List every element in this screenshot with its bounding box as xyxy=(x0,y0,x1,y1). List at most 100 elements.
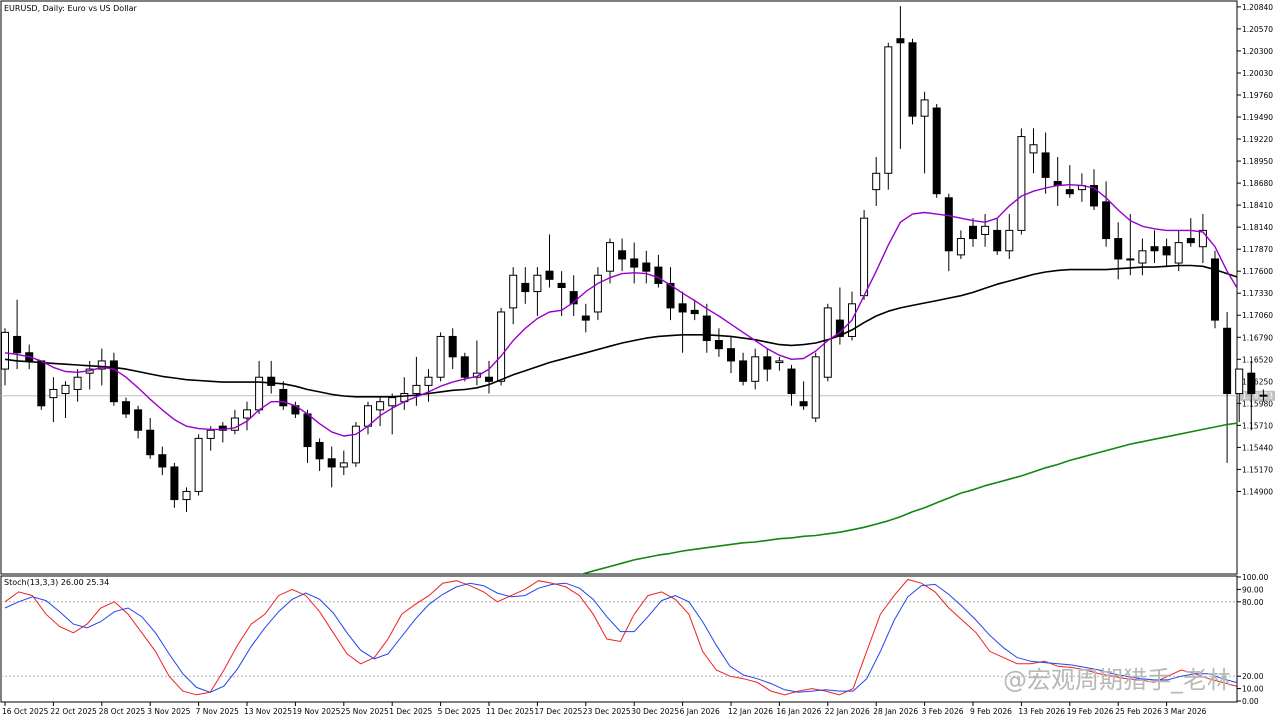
stoch-signal-line xyxy=(4,582,1237,693)
candle-body-bear xyxy=(618,250,627,260)
stoch-tick-label: 90.00 xyxy=(1242,585,1264,594)
candle-body-bear xyxy=(993,229,1002,252)
stoch-main-line xyxy=(4,578,1237,696)
candle-body-bear xyxy=(944,197,953,252)
candle xyxy=(279,381,288,410)
candle xyxy=(61,381,70,419)
candle xyxy=(1,328,9,386)
moving-averages xyxy=(4,183,1237,574)
candle xyxy=(981,214,990,247)
candle xyxy=(1223,311,1232,463)
price-tick-label: 1.20570 xyxy=(1242,25,1273,34)
candle-body-bear xyxy=(702,315,711,342)
candle xyxy=(727,336,735,374)
candle xyxy=(170,462,179,508)
candle-body-bull xyxy=(533,274,542,293)
candle-body-bull xyxy=(351,425,360,464)
candle-body-bear xyxy=(1186,238,1195,244)
candle-body-bear xyxy=(581,315,590,321)
candle xyxy=(872,156,881,206)
candle-body-bull xyxy=(73,376,82,390)
candle-body-bull xyxy=(472,372,481,378)
candle xyxy=(485,360,493,394)
candle xyxy=(678,291,687,353)
candle xyxy=(666,267,675,321)
candle xyxy=(606,238,614,284)
candle-body-bear xyxy=(1102,201,1111,240)
candle-body-bear xyxy=(569,291,578,305)
candle-body-bear xyxy=(279,388,288,407)
candle-body-bear xyxy=(170,466,179,501)
price-tick-label: 1.20300 xyxy=(1242,47,1273,56)
price-tick-label: 1.17870 xyxy=(1242,245,1273,254)
candle xyxy=(618,238,627,272)
candle xyxy=(206,426,215,451)
price-tick-label: 1.18410 xyxy=(1242,201,1273,210)
candle xyxy=(533,267,542,317)
candle-body-bear xyxy=(739,360,748,382)
candle-body-bull xyxy=(339,462,348,468)
candle-body-bear xyxy=(714,340,723,350)
candle-body-bear xyxy=(122,401,130,415)
candle-body-bull xyxy=(1235,368,1244,395)
chart-title: EURUSD, Daily: Euro vs US Dollar xyxy=(4,4,138,13)
candle-body-bull xyxy=(194,437,203,492)
candle xyxy=(1005,214,1014,259)
candle-body-bull xyxy=(61,384,70,395)
time-tick-label: 25 Nov 2025 xyxy=(341,707,389,716)
candle-body-bull xyxy=(364,405,372,427)
candle-body-bull xyxy=(230,417,239,431)
candle xyxy=(267,360,276,394)
candle xyxy=(1174,230,1183,272)
candle-body-bull xyxy=(376,401,385,411)
candle-body-bear xyxy=(799,401,808,407)
candle xyxy=(557,271,566,317)
stoch-axis: 100.00 90.00 80.00 20.00 10.00 0.00 xyxy=(1,573,1268,706)
candle-body-bear xyxy=(460,356,469,378)
price-tick-label: 1.16520 xyxy=(1242,355,1273,364)
time-tick-label: 5 Dec 2025 xyxy=(438,707,481,716)
candle xyxy=(1211,250,1219,329)
candle-body-bear xyxy=(787,368,796,395)
candle-body-bear xyxy=(666,282,675,309)
candle-body-bull xyxy=(243,409,251,419)
candle-body-bear xyxy=(969,225,977,240)
candle-body-bull xyxy=(1017,136,1026,231)
candle xyxy=(73,369,82,402)
candle-body-bull xyxy=(436,335,445,378)
candle xyxy=(134,405,143,439)
candle xyxy=(412,356,421,406)
candle xyxy=(545,234,554,288)
candle-body-bull xyxy=(981,225,990,235)
candle xyxy=(1126,214,1135,276)
candle-body-bull xyxy=(424,376,433,386)
candle xyxy=(388,393,397,435)
candle-body-bear xyxy=(1065,189,1074,195)
candle-body-bear xyxy=(448,335,457,358)
time-tick-label: 16 Jan 2026 xyxy=(776,707,821,716)
candle-body-bull xyxy=(811,356,820,419)
candle-body-bull xyxy=(1005,229,1014,252)
candle-body-bull xyxy=(1138,250,1147,264)
ma-slow-line xyxy=(580,422,1237,574)
time-tick-label: 3 Feb 2026 xyxy=(922,707,964,716)
candle xyxy=(593,267,602,321)
candle-body-bear xyxy=(1211,258,1219,321)
candle xyxy=(654,254,663,288)
time-tick-label: 13 Feb 2026 xyxy=(1018,707,1065,716)
candle xyxy=(182,487,191,512)
candle-body-bear xyxy=(13,335,22,354)
candle-body-bear xyxy=(654,266,663,284)
time-tick-label: 16 Oct 2025 xyxy=(2,707,49,716)
price-tick-label: 1.19490 xyxy=(1242,113,1273,122)
candle-body-bull xyxy=(884,46,893,174)
candle xyxy=(218,422,227,443)
candle xyxy=(993,218,1002,255)
candle xyxy=(509,267,518,325)
candle xyxy=(908,38,917,125)
candle xyxy=(702,303,711,353)
candle xyxy=(763,348,772,382)
